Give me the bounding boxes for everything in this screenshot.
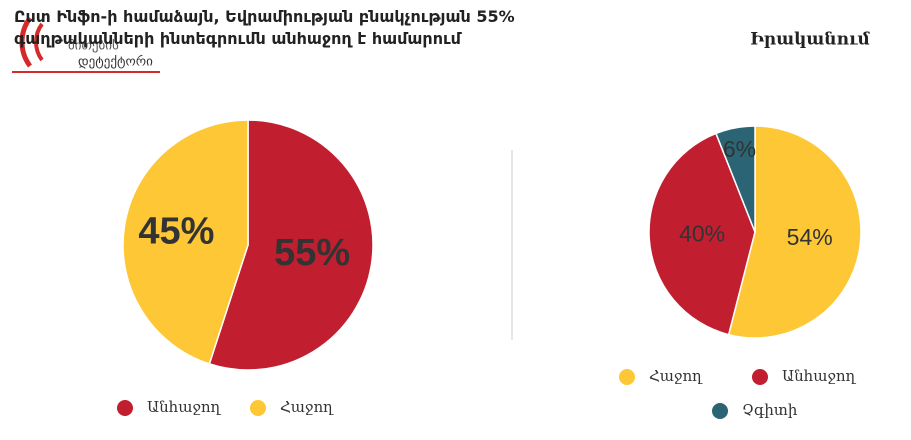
logo-text: დეტექტორი	[78, 55, 153, 70]
legend-label: Հաջող	[649, 367, 703, 385]
chart-title: Ըստ Ինֆո-ի համաձայն, Եվրամիության բնակչո…	[14, 7, 515, 48]
legend-label: Հաջող	[280, 398, 334, 416]
legend-marker	[712, 403, 728, 419]
slice-label: 54%	[787, 224, 833, 250]
slice-label: 6%	[723, 136, 756, 162]
chart-title: Իրականում	[750, 30, 870, 50]
pie-slice	[208, 119, 374, 371]
legend-marker	[117, 400, 133, 416]
legend-marker	[619, 369, 635, 385]
pie-slice	[715, 125, 756, 233]
slice-label: 55%	[274, 232, 350, 274]
slice-label: 45%	[138, 211, 214, 253]
logo-text: მითების	[68, 39, 119, 54]
pie-slice	[727, 125, 862, 339]
logo: მითების დეტექტორი	[12, 16, 160, 73]
legend-label: Չգիտի	[742, 401, 798, 419]
slice-label: 40%	[679, 220, 725, 246]
pie-slice	[648, 132, 756, 336]
legend-marker	[752, 369, 768, 385]
legend-marker	[250, 400, 266, 416]
legend-label: Անհաջող	[782, 367, 857, 385]
legend-label: Անհաջող	[147, 398, 222, 416]
pie-slice	[122, 119, 249, 365]
